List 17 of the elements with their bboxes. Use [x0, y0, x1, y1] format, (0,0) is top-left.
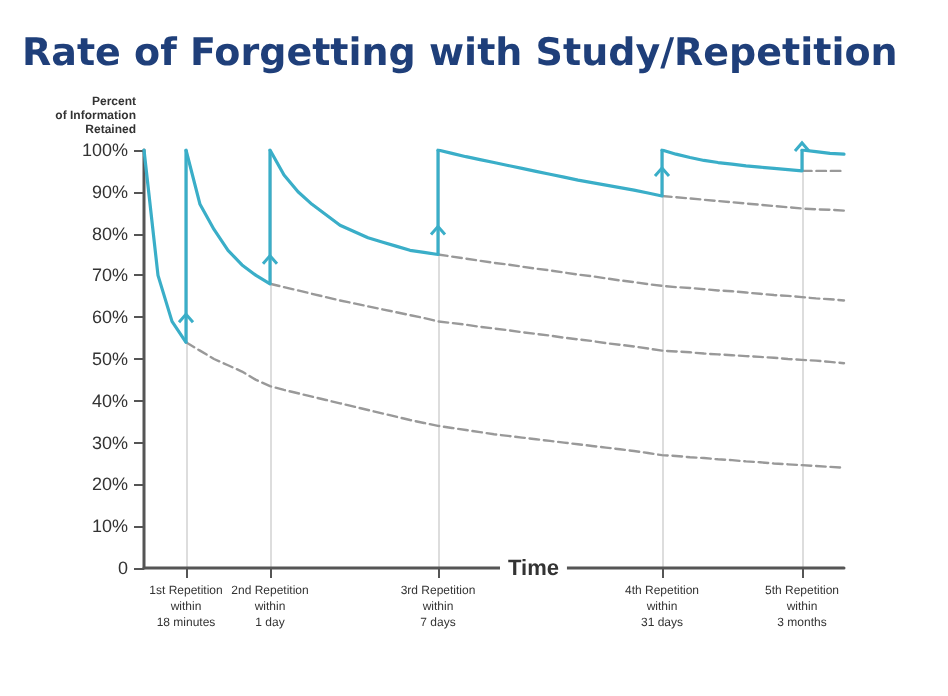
chart-title: Rate of Forgetting with Study/Repetition [22, 31, 898, 75]
y-tick-label: 80% [91, 223, 128, 244]
y-tick-label: 50% [91, 349, 128, 369]
y-tick-label: 60% [91, 307, 128, 328]
y-tick-label: 0 [117, 558, 128, 578]
line-series [436, 253, 846, 302]
line-series [660, 194, 846, 212]
y-tick-label: 40% [91, 390, 128, 411]
y-tick-label: 90% [91, 181, 128, 202]
y-tick-label: 100% [81, 140, 128, 160]
x-axis-title: Time [508, 557, 559, 581]
y-tick-label: 70% [91, 265, 128, 286]
y-tick-label: 10% [91, 516, 128, 537]
y-tick-label: 30% [91, 432, 128, 453]
y-tick-label: 20% [91, 474, 128, 495]
line-series [184, 341, 846, 469]
line-series [268, 282, 846, 365]
